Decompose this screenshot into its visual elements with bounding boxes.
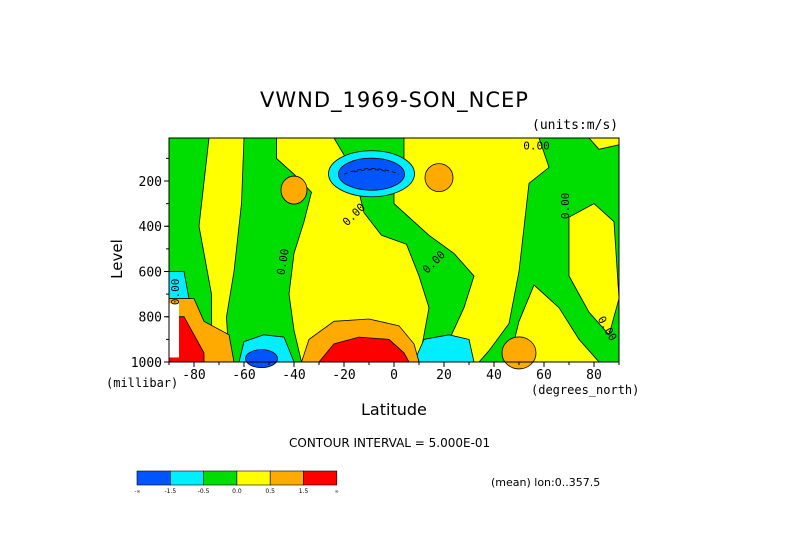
- blue-region-upper: [338, 157, 405, 191]
- y-tick-label: 400: [139, 220, 162, 235]
- y-tick-label: 800: [139, 311, 162, 326]
- y-tick-label: 1000: [131, 356, 162, 371]
- contour-label: 0.00: [559, 193, 572, 220]
- contour-label: 0.00: [523, 139, 550, 152]
- x-axis-units: (degrees_north): [531, 383, 640, 397]
- units-note: (units:m/s): [532, 118, 619, 133]
- colorbar-level-label: 0.5: [265, 488, 275, 495]
- contour-label: 0.00: [274, 248, 291, 276]
- x-tick-label: 40: [486, 368, 502, 383]
- colorbar-end-left: -∞: [134, 489, 140, 495]
- colorbar-swatch: [236, 470, 271, 486]
- y-tick-label: 600: [139, 265, 162, 280]
- colorbar-end-right: ∞: [335, 489, 338, 495]
- x-tick-label: -20: [332, 368, 355, 383]
- colorbar-level-label: 0.0: [232, 488, 242, 495]
- x-tick-label: -40: [282, 368, 305, 383]
- negative-contour-dashed: [343, 168, 400, 175]
- y-axis-units: (millibar): [106, 376, 179, 390]
- x-tick-label: 0: [390, 368, 398, 383]
- x-tick-label: 60: [536, 368, 552, 383]
- colorbar-swatch: [170, 470, 204, 486]
- y-axis-label: Level: [108, 239, 126, 279]
- orange-region-upper-south: [280, 175, 308, 205]
- colorbar-swatch: [203, 470, 238, 486]
- contour-label: 0.00: [169, 279, 182, 306]
- colorbar-swatch: [136, 470, 171, 486]
- x-tick-label: -80: [182, 368, 205, 383]
- colorbar-swatch: [303, 470, 338, 486]
- contour-interval-text: CONTOUR INTERVAL = 5.000E-01: [289, 436, 491, 450]
- x-tick-label: 20: [436, 368, 452, 383]
- negative-contour-dashed-inner: [353, 169, 390, 173]
- colorbar-level-label: -1.5: [164, 488, 176, 495]
- orange-region-north-low: [501, 336, 537, 370]
- blue-region-south-low: [245, 349, 278, 369]
- footer-note: (mean) lon:0..357.5: [491, 476, 601, 489]
- x-tick-label: -60: [232, 368, 255, 383]
- yellow-region-far-north: [568, 203, 620, 336]
- x-tick-label: 80: [586, 368, 602, 383]
- y-tick-label: 200: [139, 175, 162, 190]
- colorbar-level-label: 1.5: [299, 488, 309, 495]
- orange-region-upper-equator: [424, 163, 454, 192]
- blank-region-sw: [169, 303, 179, 358]
- x-axis-label: Latitude: [361, 400, 427, 419]
- chart-title: VWND_1969-SON_NCEP: [260, 88, 529, 112]
- colorbar-swatch: [269, 470, 304, 486]
- colorbar-level-label: -0.5: [198, 488, 210, 495]
